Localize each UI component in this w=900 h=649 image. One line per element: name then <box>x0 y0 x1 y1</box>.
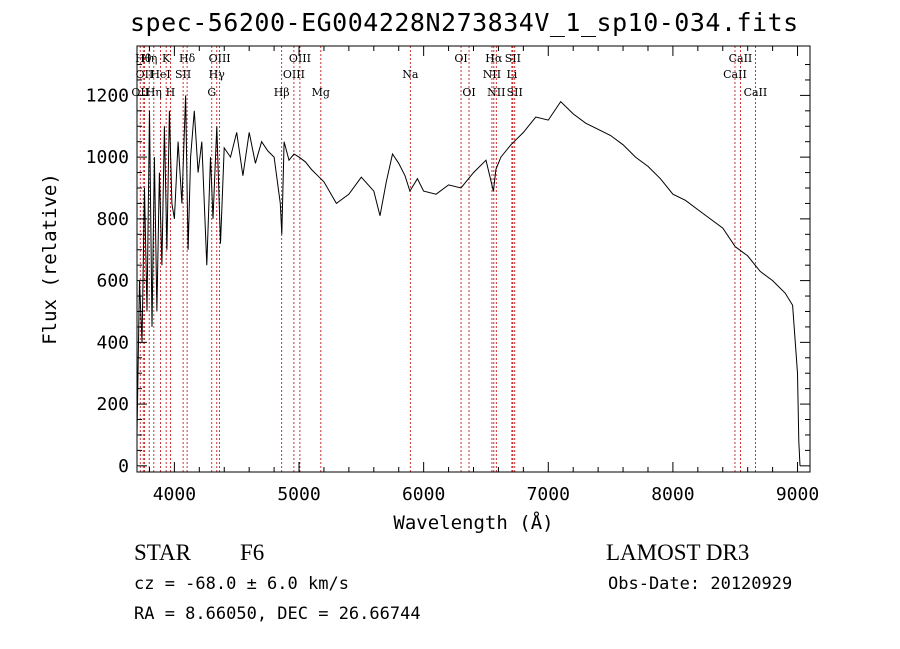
line-label-10: G <box>207 86 216 99</box>
redshift-text: cz = -68.0 ± 6.0 km/s <box>134 574 349 594</box>
line-label-22: NII <box>487 86 505 99</box>
x-tick-label-7000: 7000 <box>527 484 570 505</box>
x-axis-label: Wavelength (Å) <box>393 511 553 534</box>
line-label-7: H <box>166 86 176 99</box>
line-label-18: OI <box>454 52 467 65</box>
line-label-27: CaII <box>729 52 753 65</box>
spectrum-line <box>136 95 801 466</box>
line-label-25: SII <box>507 86 523 99</box>
coordinates: RA = 8.66050, DEC = 26.66744 <box>134 604 421 624</box>
line-label-19: OI <box>462 86 475 99</box>
line-label-3: Hη <box>141 52 157 65</box>
axis-ticks <box>137 46 810 472</box>
line-label-15: OIII <box>289 52 311 65</box>
line-label-9: Hδ <box>179 52 196 65</box>
x-tick-label-6000: 6000 <box>402 484 445 505</box>
line-label-13: Hβ <box>274 86 290 99</box>
line-label-6: K <box>162 52 171 65</box>
y-tick-label-0: 0 <box>118 456 129 477</box>
line-label-28: CaII <box>744 86 768 99</box>
x-tick-label-4000: 4000 <box>153 484 196 505</box>
object-subclass: F6 <box>240 540 265 565</box>
y-tick-label-1200: 1200 <box>86 85 129 106</box>
survey-name: LAMOST DR3 <box>606 540 750 565</box>
chart-title: spec-56200-EG004228N273834V_1_sp10-034.f… <box>130 8 799 37</box>
line-label-1: Hθ <box>135 52 152 65</box>
y-tick-label-600: 600 <box>96 271 129 292</box>
line-label-23: Li <box>506 68 517 81</box>
line-label-16: Mg <box>312 86 330 99</box>
y-tick-label-200: 200 <box>96 394 129 415</box>
observation-date: Obs-Date: 20120929 <box>608 574 793 594</box>
line-label-26: CaII <box>723 68 747 81</box>
emission-line-markers <box>139 46 756 472</box>
line-label-5: HeI <box>150 68 170 81</box>
line-label-17: Na <box>402 68 419 81</box>
plot-frame <box>136 45 811 473</box>
line-label-11: Hγ <box>209 68 226 81</box>
y-tick-label-1000: 1000 <box>86 147 129 168</box>
line-label-24: SII <box>505 52 521 65</box>
x-tick-label-5000: 5000 <box>277 484 320 505</box>
object-class: STAR <box>134 540 191 565</box>
axis-tick-labels: 4000 5000 6000 7000 8000 9000 0 200 400 600 800 100… <box>86 85 820 505</box>
line-label-4: Hη <box>146 86 162 99</box>
x-tick-label-8000: 8000 <box>651 484 694 505</box>
line-label-14: OIII <box>283 68 305 81</box>
line-label-2: OII <box>136 68 154 81</box>
emission-line-labels: OIIHθOIIHηHηHeIKHSIIHδGHγOIIIHβOIIIOIIIM… <box>131 52 767 99</box>
line-label-12: OIII <box>209 52 231 65</box>
y-axis-label: Flux (relative) <box>39 173 61 345</box>
line-label-21: Hα <box>485 52 503 65</box>
y-tick-label-800: 800 <box>96 209 129 230</box>
line-label-20: NII <box>483 68 501 81</box>
y-tick-label-400: 400 <box>96 332 129 353</box>
x-tick-label-9000: 9000 <box>776 484 819 505</box>
line-label-8: SII <box>175 68 191 81</box>
